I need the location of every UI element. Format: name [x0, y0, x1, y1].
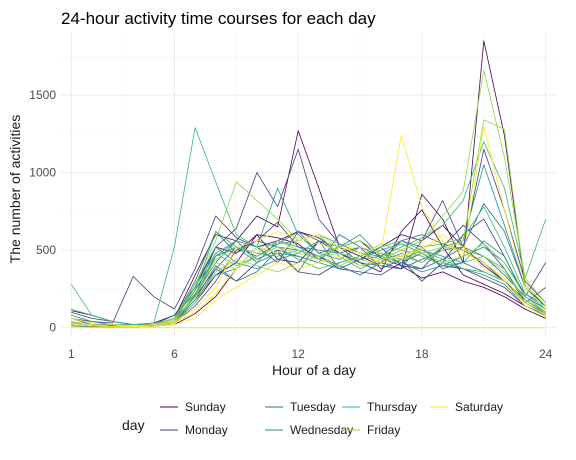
legend-label-tuesday: Tuesday	[290, 400, 336, 414]
x-tick-label: 1	[68, 347, 75, 361]
legend: day Sunday Monday Tuesday Wednesday Thursday…	[122, 400, 503, 437]
y-tick-label: 0	[49, 321, 56, 335]
y-axis-title: The number of activities	[7, 115, 23, 264]
series-line-saturday	[71, 125, 546, 327]
x-axis-title: Hour of a day	[272, 362, 356, 378]
plot-lines	[70, 40, 547, 329]
x-tick-label: 18	[415, 347, 429, 361]
series-line-saturday	[71, 234, 546, 327]
legend-label-saturday: Saturday	[455, 400, 503, 414]
legend-title: day	[122, 417, 145, 433]
x-tick-label: 12	[292, 347, 306, 361]
legend-label-wednesday: Wednesday	[290, 423, 353, 437]
y-tick-label: 1500	[29, 88, 56, 102]
legend-label-friday: Friday	[367, 423, 400, 437]
x-axis-ticks: 1 6 12 18 24	[68, 347, 553, 361]
y-tick-label: 500	[36, 243, 56, 257]
legend-label-thursday: Thursday	[367, 400, 417, 414]
y-tick-label: 1000	[29, 166, 56, 180]
legend-label-sunday: Sunday	[185, 400, 226, 414]
x-tick-label: 6	[171, 347, 178, 361]
legend-label-monday: Monday	[185, 423, 228, 437]
x-tick-label: 24	[539, 347, 553, 361]
chart-title: 24-hour activity time courses for each d…	[61, 9, 376, 28]
y-axis-ticks: 0 500 1000 1500	[29, 88, 56, 335]
